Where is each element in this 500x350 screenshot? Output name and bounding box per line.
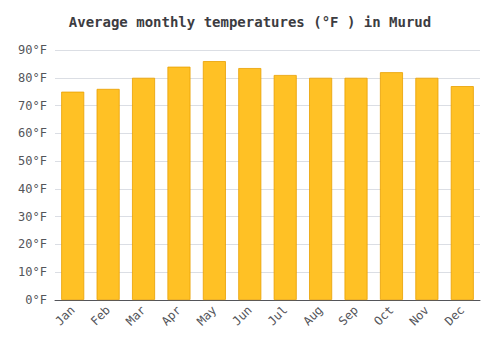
svg-text:40°F: 40°F <box>18 182 47 196</box>
svg-text:Dec: Dec <box>442 303 467 328</box>
svg-text:Jan: Jan <box>52 303 77 328</box>
svg-text:20°F: 20°F <box>18 237 47 251</box>
svg-text:Feb: Feb <box>88 303 113 328</box>
svg-text:Average monthly temperatures (: Average monthly temperatures (°F ) in Mu… <box>69 14 431 30</box>
svg-text:Apr: Apr <box>159 303 184 328</box>
svg-text:30°F: 30°F <box>18 210 47 224</box>
svg-text:50°F: 50°F <box>18 154 47 168</box>
svg-text:60°F: 60°F <box>18 126 47 140</box>
svg-text:80°F: 80°F <box>18 71 47 85</box>
svg-text:Jul: Jul <box>265 303 290 328</box>
svg-text:90°F: 90°F <box>18 43 47 57</box>
svg-text:Jun: Jun <box>230 303 255 328</box>
svg-text:Mar: Mar <box>123 303 148 328</box>
svg-text:70°F: 70°F <box>18 99 47 113</box>
svg-text:10°F: 10°F <box>18 265 47 279</box>
svg-text:Aug: Aug <box>300 303 325 328</box>
svg-text:May: May <box>194 303 219 328</box>
svg-text:0°F: 0°F <box>25 293 47 307</box>
svg-text:Oct: Oct <box>371 303 396 328</box>
svg-text:Nov: Nov <box>407 303 432 328</box>
svg-text:Sep: Sep <box>336 303 361 328</box>
